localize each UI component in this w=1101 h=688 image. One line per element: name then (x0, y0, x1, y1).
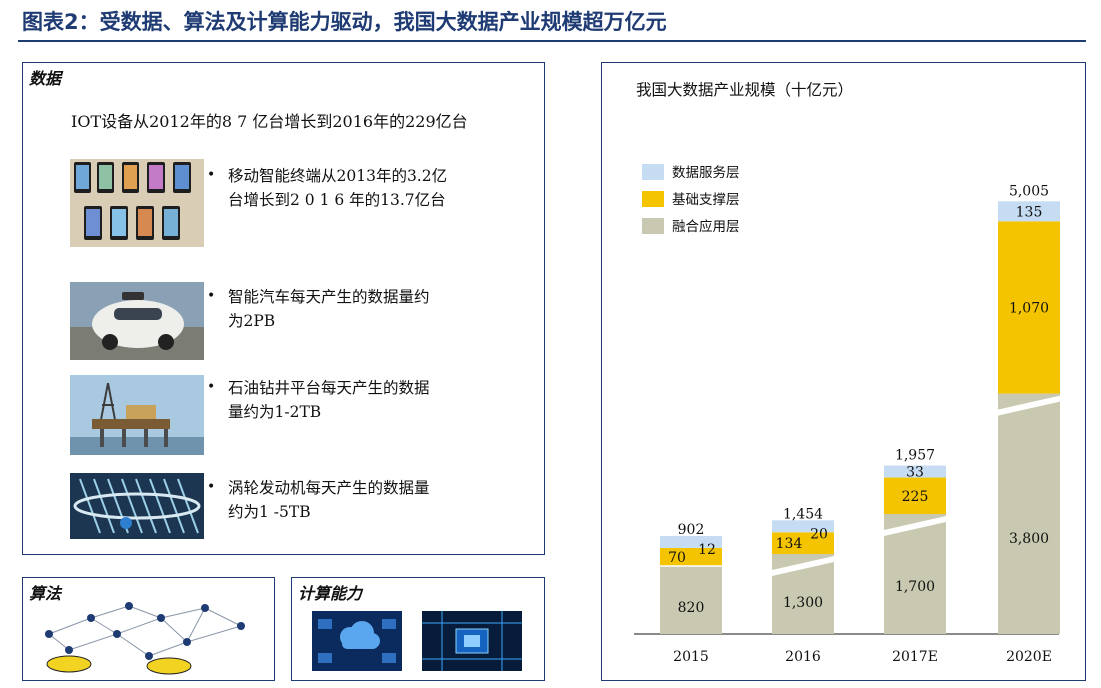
oil-rig-image (70, 375, 204, 455)
algorithm-panel-heading: 算法 (29, 584, 62, 603)
value-label-top-2016: 20 (810, 526, 828, 542)
data-panel-heading: 数据 (29, 69, 62, 88)
bar-2015-top (660, 535, 722, 548)
value-label-bottom-2016: 1,300 (783, 595, 823, 611)
bar-2016-middle (772, 532, 834, 554)
total-label-2015: 902 (678, 522, 705, 538)
bar-2020E-top (998, 201, 1060, 222)
cloud-computing-image (312, 611, 402, 671)
compute-panel-heading: 计算能力 (298, 584, 363, 603)
smartphones-image (70, 159, 204, 247)
compute-panel: 计算能力 (291, 577, 545, 681)
bullet-2-line2: 为2PB (228, 312, 276, 330)
bullet-4-dot: • (207, 479, 216, 495)
data-panel: 数据 IOT设备从2012年的8 7 亿台增长到2016年的229亿台 • 移动… (22, 62, 545, 555)
network-graph-image (45, 602, 245, 675)
value-label-middle-2015: 70 (668, 550, 686, 566)
turbine-engine-image (70, 473, 204, 539)
bar-2017E-bottom (884, 514, 946, 634)
legend-label-1: 基础支撑层 (672, 191, 740, 208)
value-label-middle-2017E: 225 (902, 489, 929, 505)
x-tick-label-2017E: 2017E (892, 649, 938, 665)
chart-title: 我国大数据产业规模（十亿元） (636, 81, 853, 99)
processor-chip-image (422, 611, 522, 671)
bullet-2-dot: • (207, 288, 216, 304)
bullet-4-line2: 约为1 -5TB (228, 503, 311, 521)
legend-swatch-1 (642, 191, 664, 207)
bullet-1-dot: • (207, 167, 216, 183)
iot-line: IOT设备从2012年的8 7 亿台增长到2016年的229亿台 (71, 112, 468, 131)
axis-break-2016 (772, 556, 834, 576)
total-label-2017E: 1,957 (895, 448, 935, 464)
x-tick-label-2020E: 2020E (1006, 649, 1052, 665)
legend-swatch-2 (642, 218, 664, 234)
bullet-3-dot: • (207, 379, 216, 395)
value-label-top-2015: 12 (698, 542, 716, 558)
bar-2020E-bottom (998, 393, 1060, 634)
bullet-1-text: 移动智能终端从2013年的3.2亿 台增长到2 0 1 6 年的13.7亿台 (228, 164, 447, 212)
bullet-3-line1: 石油钻井平台每天产生的数据 (228, 379, 430, 397)
bullet-3-line2: 量约为1-2TB (228, 403, 322, 421)
value-label-top-2020E: 135 (1016, 204, 1043, 220)
bar-2015-bottom (660, 565, 722, 634)
page-title: 图表2：受数据、算法及计算能力驱动，我国大数据产业规模超万亿元 (22, 10, 667, 34)
bullet-3-text: 石油钻井平台每天产生的数据 量约为1-2TB (228, 376, 430, 424)
x-tick-label-2016: 2016 (785, 649, 821, 665)
value-label-bottom-2020E: 3,800 (1009, 531, 1049, 547)
value-label-bottom-2015: 820 (678, 600, 705, 616)
bar-2017E-top (884, 465, 946, 478)
bar-2015-middle (660, 547, 722, 566)
bullet-4-line1: 涡轮发动机每天产生的数据量 (228, 479, 430, 497)
chart-panel: 我国大数据产业规模（十亿元） 数据服务层基础支撑层融合应用层 820 70 12 902 2… (601, 62, 1086, 681)
algorithm-panel: 算法 (22, 577, 275, 681)
value-label-middle-2020E: 1,070 (1009, 300, 1049, 316)
total-label-2020E: 5,005 (1009, 183, 1049, 199)
axis-break-2017E (884, 516, 946, 536)
total-label-2016: 1,454 (783, 506, 823, 522)
x-tick-label-2015: 2015 (673, 649, 709, 665)
bar-2020E-middle (998, 221, 1060, 394)
bar-2016-top (772, 520, 834, 533)
legend-label-0: 数据服务层 (672, 165, 740, 181)
bullet-1-line2: 台增长到2 0 1 6 年的13.7亿台 (228, 191, 446, 209)
bullet-1-line1: 移动智能终端从2013年的3.2亿 (228, 167, 448, 185)
bullet-2-line1: 智能汽车每天产生的数据量约 (228, 288, 430, 306)
legend-label-2: 融合应用层 (672, 218, 740, 235)
value-label-bottom-2017E: 1,700 (895, 579, 935, 595)
bullet-2-text: 智能汽车每天产生的数据量约 为2PB (228, 285, 430, 333)
value-label-top-2017E: 33 (906, 465, 924, 481)
bar-2017E-middle (884, 477, 946, 514)
value-label-middle-2016: 134 (776, 536, 803, 552)
smart-car-image (70, 282, 204, 360)
title-rule (18, 40, 1086, 42)
legend-swatch-0 (642, 164, 664, 180)
bullet-4-text: 涡轮发动机每天产生的数据量 约为1 -5TB (228, 476, 430, 524)
axis-break-2020E (998, 395, 1060, 416)
